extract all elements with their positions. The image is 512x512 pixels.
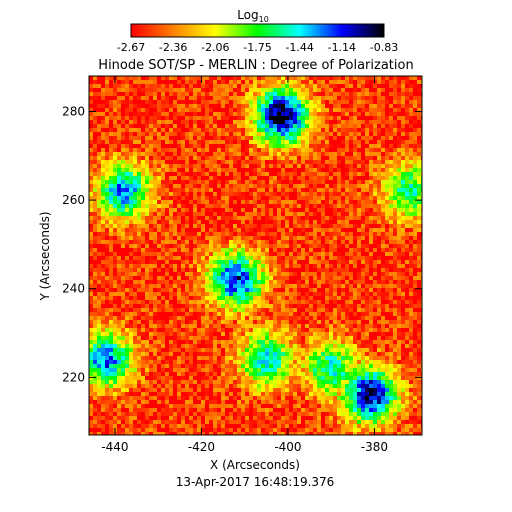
y-tick-label: 240 (62, 282, 85, 296)
y-tick-label: 220 (62, 370, 85, 384)
colorbar-frame (130, 23, 385, 38)
y-axis: 220 240 260 280 (62, 104, 422, 384)
colorbar-tick-label: -1.14 (328, 41, 356, 54)
chart-title: Hinode SOT/SP - MERLIN : Degree of Polar… (98, 58, 413, 73)
colorbar-tick-label: -2.06 (201, 41, 229, 54)
colorbar-tick-label: -2.36 (159, 41, 187, 54)
colorbar-gradient (131, 24, 384, 37)
colorbar-tick-label: -1.44 (285, 41, 313, 54)
heatmap (89, 76, 422, 435)
x-tick-label: -400 (274, 440, 301, 454)
x-axis-label: X (Arcseconds) (210, 458, 300, 472)
x-tick-label: -440 (101, 440, 128, 454)
plot-frame (88, 75, 423, 436)
x-axis: -440 -420 -400 -380 (101, 76, 388, 454)
colorbar-tick-label: -0.83 (370, 41, 398, 54)
colorbar-tick-label: -2.67 (117, 41, 145, 54)
colorbar-tick-labels: -2.67 -2.36 -2.06 -1.75 -1.44 -1.14 -0.83 (117, 41, 398, 54)
x-tick-label: -380 (361, 440, 388, 454)
colorbar: Log10 -2.67 -2.36 -2.06 -1.75 -1.44 -1.14 -0.8… (117, 8, 398, 54)
y-axis-label: Y (Arcseconds) (38, 211, 52, 301)
colorbar-tick-label: -1.75 (243, 41, 271, 54)
colorbar-label: Log10 (237, 8, 269, 24)
timestamp: 13-Apr-2017 16:48:19.376 (176, 475, 335, 489)
y-tick-label: 280 (62, 104, 85, 118)
y-tick-label: 260 (62, 193, 85, 207)
x-tick-label: -420 (188, 440, 215, 454)
